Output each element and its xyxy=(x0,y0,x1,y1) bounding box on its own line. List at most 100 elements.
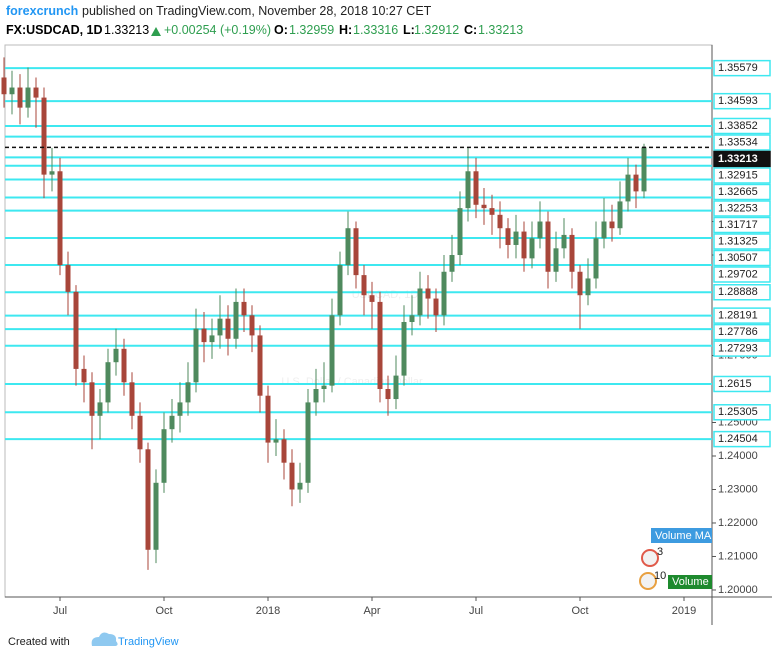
event-badge xyxy=(641,549,659,567)
volume-ma-label: Volume MA xyxy=(655,530,712,542)
candle-body xyxy=(313,389,319,403)
candle-body xyxy=(185,382,191,403)
candle-body xyxy=(361,275,367,296)
level-label: 1.31325 xyxy=(718,235,758,247)
footer-created: Created with xyxy=(8,636,70,648)
level-label-box xyxy=(713,404,771,421)
x-tick-label: Jul xyxy=(53,605,67,617)
level-label-box xyxy=(713,92,771,110)
level-label: 1.32915 xyxy=(718,169,758,181)
level-label: 1.33534 xyxy=(718,136,758,148)
candle-body xyxy=(529,238,535,259)
x-tick-label: 2019 xyxy=(672,605,696,617)
x-tick-label: Oct xyxy=(155,605,172,617)
level-label: 1.32665 xyxy=(718,186,758,198)
level-label-box xyxy=(713,200,771,217)
up-arrow xyxy=(151,27,161,36)
symbol: FX:USDCAD, 1D xyxy=(6,23,103,37)
candle-body xyxy=(641,147,647,192)
candle-body xyxy=(601,221,607,239)
candle-body xyxy=(441,271,447,316)
event-count: 10 xyxy=(654,570,666,582)
candle-body xyxy=(297,482,303,490)
candle-body xyxy=(161,429,167,483)
level-label-box xyxy=(713,323,771,341)
candle-body xyxy=(625,174,631,202)
candle-body xyxy=(345,228,351,266)
level-label: 1.28888 xyxy=(718,286,758,298)
ohlc-label: C: xyxy=(464,23,477,37)
footer-brand[interactable]: TradingView xyxy=(118,636,179,648)
candle-body xyxy=(137,415,143,450)
header-line: forexcrunch published on TradingView.com… xyxy=(6,4,432,18)
candle-body xyxy=(329,315,335,386)
candle-body xyxy=(241,301,247,316)
candle-body xyxy=(505,228,511,245)
candle-body xyxy=(561,234,567,249)
level-label: 1.32253 xyxy=(718,202,758,214)
candle-body xyxy=(473,171,479,205)
candle-body xyxy=(153,482,159,550)
candle-body xyxy=(113,348,119,363)
event-badge xyxy=(639,572,657,590)
candle-body xyxy=(81,368,87,383)
candle-body xyxy=(305,402,311,483)
x-tick-label: Oct xyxy=(571,605,588,617)
candle-body xyxy=(537,221,543,239)
symbol-line: FX:USDCAD, 1D 1.33213 +0.00254 (+0.19%) … xyxy=(6,23,523,37)
candle-body xyxy=(17,87,23,108)
candle-body xyxy=(321,385,327,390)
candle-body xyxy=(193,328,199,383)
level-label-box xyxy=(713,183,771,201)
last-price-label: 1.33213 xyxy=(718,153,758,165)
author[interactable]: forexcrunch xyxy=(6,4,78,18)
candle-body xyxy=(209,335,215,343)
level-label-box xyxy=(713,233,771,250)
watermark: U.S. Dollar / Canadian Dollar xyxy=(281,376,423,388)
level-label-box xyxy=(713,307,771,324)
level-label: 1.29702 xyxy=(718,268,758,280)
candle-body xyxy=(369,295,375,302)
candle-body xyxy=(89,382,95,416)
level-label-box xyxy=(713,375,771,393)
last-price-box xyxy=(713,150,771,168)
candle-body xyxy=(97,402,103,416)
candle-body xyxy=(465,171,471,209)
x-tick-label: Apr xyxy=(363,605,380,617)
level-label-box xyxy=(713,59,771,77)
candle-body xyxy=(257,335,263,396)
candle-body xyxy=(105,362,111,403)
candle-body xyxy=(417,288,423,316)
ohlc-label: H: xyxy=(339,23,352,37)
level-label: 1.25305 xyxy=(718,406,758,418)
candle-body xyxy=(265,395,271,443)
candle-body xyxy=(281,439,287,463)
y-tick-label: 1.23000 xyxy=(718,483,758,495)
candle-body xyxy=(129,382,135,416)
candle-body xyxy=(353,228,359,276)
candle-body xyxy=(481,204,487,209)
level-label: 1.28191 xyxy=(718,310,758,322)
candle-body xyxy=(249,315,255,336)
level-label-box xyxy=(713,216,771,234)
candle-body xyxy=(513,231,519,245)
candle-body xyxy=(521,231,527,259)
candle-body xyxy=(169,415,175,430)
candle-body xyxy=(41,97,47,175)
level-label-box xyxy=(713,167,771,184)
level-label-box xyxy=(713,340,771,357)
candle-body xyxy=(449,255,455,272)
candle-body xyxy=(233,301,239,339)
candle-body xyxy=(609,221,615,229)
candle-body xyxy=(489,208,495,215)
candle-body xyxy=(49,171,55,175)
level-label: 1.33852 xyxy=(718,120,758,132)
level-label-box xyxy=(713,266,771,283)
y-tick-label: 1.24000 xyxy=(718,450,758,462)
candle-body xyxy=(201,328,207,343)
ohlc-label: O: xyxy=(274,23,288,37)
level-label: 1.24504 xyxy=(718,433,758,445)
plot-frame xyxy=(4,44,713,598)
candle-body xyxy=(401,322,407,376)
